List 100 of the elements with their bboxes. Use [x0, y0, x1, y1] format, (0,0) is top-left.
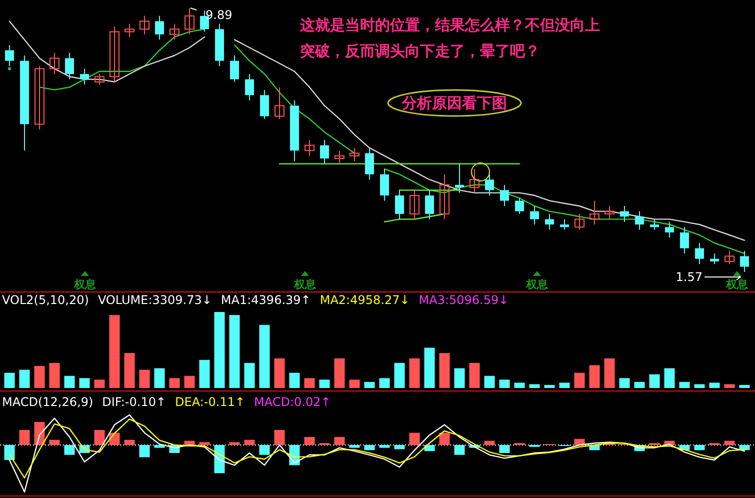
- bar: [34, 366, 45, 388]
- bar: [709, 382, 720, 388]
- bar: [379, 378, 390, 388]
- bar: [289, 372, 300, 388]
- candlestick: [5, 44, 14, 67]
- candlestick: [410, 190, 420, 220]
- bar: [424, 445, 435, 452]
- candlestick: [604, 206, 614, 220]
- candlestick: [485, 174, 494, 196]
- bar: [724, 384, 735, 388]
- bar: [229, 442, 240, 445]
- bar: [19, 370, 30, 388]
- candlestick: [395, 190, 404, 220]
- candlestick: [170, 23, 180, 40]
- bar: [139, 370, 150, 388]
- bar: [184, 376, 195, 388]
- bar: [364, 445, 375, 450]
- bar: [409, 358, 420, 388]
- candlestick: [34, 66, 44, 130]
- bar: [559, 382, 570, 388]
- bar: [154, 368, 165, 388]
- bar: [394, 445, 405, 450]
- candlestick: [110, 26, 120, 82]
- bar: [49, 440, 60, 445]
- bar: [64, 376, 75, 388]
- candlestick: [425, 190, 434, 220]
- text: 权息: [525, 278, 549, 291]
- candlestick: [80, 68, 89, 86]
- bar: [49, 362, 60, 388]
- bar: [124, 440, 135, 445]
- bar: [259, 445, 270, 455]
- annotation: 分析原因看下图: [401, 94, 507, 112]
- bar: [64, 445, 75, 455]
- bar: [439, 353, 450, 388]
- bar: [169, 378, 180, 388]
- bar: [304, 378, 315, 388]
- text: MACD:0.02↑: [254, 395, 331, 409]
- candlestick: [260, 89, 269, 120]
- bar: [409, 432, 420, 445]
- candlestick: [470, 168, 480, 194]
- bar: [109, 315, 120, 388]
- candlestick: [665, 221, 674, 238]
- bar: [109, 432, 120, 445]
- bar: [274, 358, 285, 388]
- bar: [724, 440, 735, 445]
- bar: [604, 358, 615, 388]
- bar: [694, 445, 705, 450]
- text: DIF:-0.10↑: [102, 395, 166, 409]
- text: DEA:-0.11↑: [175, 395, 246, 409]
- bar: [454, 445, 465, 455]
- candlestick: [620, 206, 629, 222]
- candlestick: [590, 200, 600, 225]
- bar: [499, 380, 510, 388]
- candlestick: [365, 147, 374, 180]
- annotation: 突破，反而调头向下走了，晕了吧？: [299, 42, 540, 60]
- candlestick: [560, 218, 569, 230]
- bar: [454, 368, 465, 388]
- bar: [664, 368, 675, 388]
- bar: [514, 382, 525, 388]
- candlestick: [574, 213, 584, 230]
- bar: [364, 382, 375, 388]
- bar: [349, 445, 360, 448]
- candlestick: [724, 250, 734, 265]
- bar: [439, 432, 450, 445]
- bar: [499, 445, 510, 453]
- bar: [334, 358, 345, 388]
- bar: [484, 376, 495, 388]
- bar: [19, 430, 30, 445]
- bar: [424, 348, 435, 388]
- annotation: 9.89: [206, 8, 232, 22]
- bar: [259, 324, 270, 388]
- annotation: 这就是当时的位置，结果怎么样？不但没向上: [299, 16, 600, 34]
- candlestick: [140, 15, 150, 35]
- candlestick: [65, 52, 74, 80]
- bar: [79, 378, 90, 388]
- candlestick: [124, 23, 134, 38]
- bar: [274, 430, 285, 445]
- candlestick: [740, 250, 749, 272]
- bar: [619, 378, 630, 388]
- bar: [124, 353, 135, 388]
- candlestick: [304, 140, 314, 156]
- candlestick: [710, 253, 719, 265]
- bar: [634, 382, 645, 388]
- bar: [739, 384, 750, 388]
- bar: [244, 440, 255, 445]
- bar: [484, 440, 495, 445]
- text: MA3:5096.59↓: [418, 293, 509, 307]
- candlestick: [530, 206, 539, 225]
- candlestick: [455, 163, 464, 194]
- bar: [139, 445, 150, 458]
- bar: [304, 437, 315, 445]
- bar: [349, 380, 360, 388]
- bar: [319, 380, 330, 388]
- bar: [694, 384, 705, 388]
- bar: [94, 380, 105, 388]
- text: MA1:4396.39↑: [220, 293, 311, 307]
- bar: [529, 384, 540, 388]
- bar: [244, 362, 255, 388]
- candlestick: [380, 168, 389, 202]
- bar: [574, 372, 585, 388]
